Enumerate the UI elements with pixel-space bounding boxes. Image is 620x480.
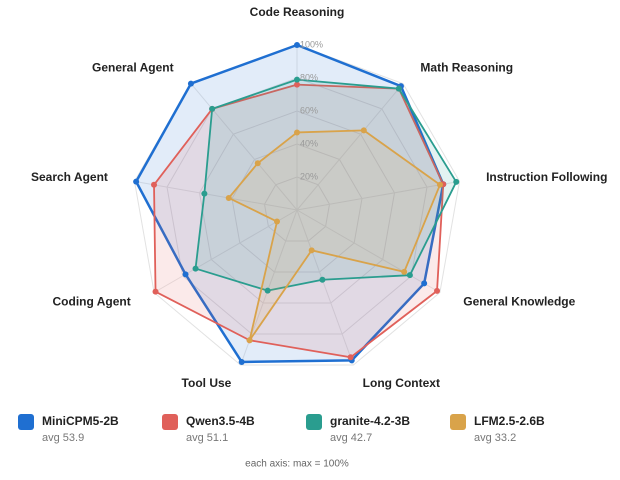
data-point [201,190,208,197]
axis-label: Tool Use [182,376,232,390]
series-area [227,129,441,342]
r-tick-label: 60% [300,105,318,115]
data-point [360,127,367,134]
data-point [264,287,271,294]
axis-spoke [190,83,298,211]
axis-label: Code Reasoning [250,5,345,19]
data-point [395,85,402,92]
data-point [246,337,253,344]
legend-swatch [162,414,178,430]
data-point [225,194,232,201]
data-point [319,276,326,283]
legend-name: MiniCPM5-2B [42,414,119,428]
axis-spoke [296,209,441,293]
data-point [238,358,245,365]
r-tick-label: 20% [300,171,318,181]
legend-name: LFM2.5-2.6B [474,414,545,428]
axis-label: General Knowledge [463,295,575,309]
axis-spoke [296,209,354,366]
grid-ring [263,176,331,242]
data-point [294,81,300,88]
footnote: each axis: max = 100% [245,459,349,470]
axis-label: Instruction Following [486,170,607,184]
legend-avg: avg 42.7 [330,432,372,444]
series-area [194,78,458,292]
legend-swatch [306,414,322,430]
data-point [347,354,354,361]
legend-avg: avg 53.9 [42,432,84,444]
axis-label: General Agent [92,60,174,74]
r-tick-label: 80% [300,72,318,82]
data-point [294,129,300,136]
data-point [406,272,413,279]
data-point [294,42,300,48]
data-point [152,288,159,295]
grid-ring [198,110,396,304]
data-point [308,247,315,254]
axis-label: Search Agent [31,170,108,184]
legend-swatch [18,414,34,430]
data-point [434,287,441,294]
data-point [254,160,261,167]
series-area [134,43,445,364]
data-point [151,181,158,188]
data-point [192,265,199,272]
axis-spoke [134,180,298,211]
series-area [153,83,445,359]
data-point [436,181,443,188]
data-point [187,80,194,87]
data-point [294,76,300,83]
data-point [421,280,428,287]
legend-avg: avg 51.1 [186,432,228,444]
r-tick-label: 100% [300,39,323,49]
data-point [453,178,460,185]
data-point [273,218,280,225]
legend-avg: avg 33.2 [474,432,516,444]
legend-swatch [450,414,466,430]
axis-spoke [296,180,460,211]
data-point [209,105,216,112]
legend-name: granite-4.2-3B [330,414,410,428]
r-tick-label: 40% [300,138,318,148]
data-point [133,178,140,185]
axis-spoke [153,209,298,293]
grid-ring [166,77,428,335]
data-point [401,268,408,275]
data-point [182,271,189,278]
axis-label: Long Context [363,376,440,390]
axis-label: Math Reasoning [420,60,513,74]
axis-spoke [296,83,404,211]
axis-label: Coding Agent [53,295,131,309]
legend-name: Qwen3.5-4B [186,414,255,428]
